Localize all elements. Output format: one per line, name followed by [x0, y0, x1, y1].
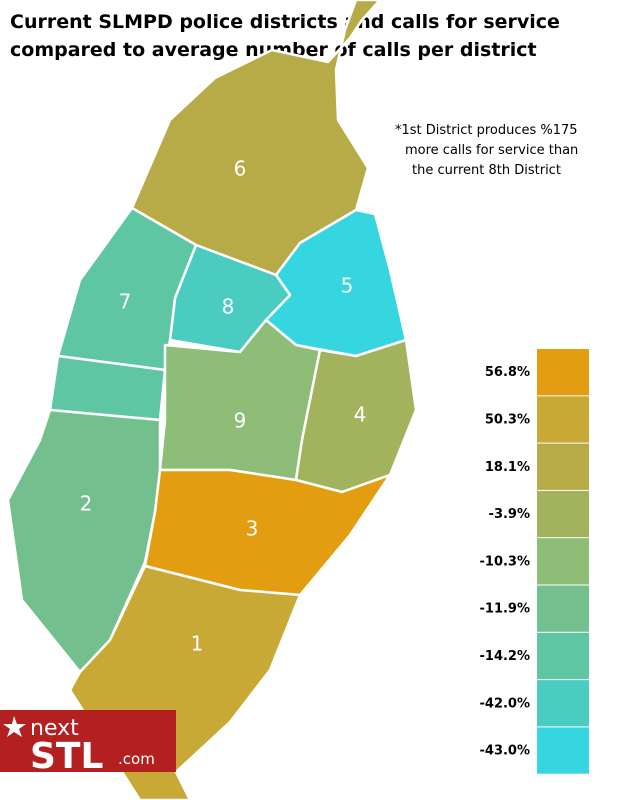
title-line: Current SLMPD police districts and calls… [10, 11, 560, 33]
logo: next STL .com [0, 710, 176, 777]
district-label: 2 [80, 492, 93, 516]
district-label: 1 [191, 632, 204, 656]
district-area [130, 0, 382, 277]
logo-prefix: next [30, 716, 79, 741]
legend-label: -14.2% [480, 649, 531, 664]
legend-swatch [537, 349, 589, 396]
legend-swatch [537, 727, 589, 774]
logo-star [3, 716, 26, 737]
legend-label: -43.0% [480, 744, 531, 759]
legend-swatch [537, 680, 589, 727]
legend-swatch [537, 538, 589, 585]
legend-label: -11.9% [480, 602, 531, 617]
legend-label: 56.8% [485, 365, 530, 380]
logo-suffix: .com [118, 750, 155, 768]
note-line: more calls for service than [405, 143, 578, 158]
district-label: 4 [354, 403, 367, 427]
district-label: 6 [234, 157, 247, 181]
legend-swatch [537, 585, 589, 632]
district-label: 7 [119, 290, 132, 314]
legend-label: 18.1% [485, 460, 530, 475]
district-label: 8 [222, 295, 235, 319]
legend-label: -10.3% [480, 554, 531, 569]
district-label: 5 [341, 274, 354, 298]
district-label: 3 [246, 517, 259, 541]
logo-background [0, 710, 176, 772]
legend: 56.8% 50.3% 18.1% -3.9% -10.3% -11.9% -14.2% -4… [480, 349, 589, 774]
logo-name: STL [30, 736, 103, 777]
district-label: 9 [234, 409, 247, 433]
district-area [143, 468, 392, 597]
legend-label: -3.9% [489, 507, 530, 522]
districts: 6 5 8 7 9 4 2 3 1 [6, 0, 418, 800]
legend-label: 50.3% [485, 412, 530, 427]
note-line: *1st District produces %175 [395, 123, 578, 138]
legend-label: -42.0% [480, 696, 531, 711]
legend-swatch [537, 632, 589, 680]
legend-swatch [537, 443, 589, 490]
note-line: the current 8th District [412, 163, 561, 178]
legend-swatch [537, 396, 589, 443]
legend-swatch [537, 490, 589, 538]
